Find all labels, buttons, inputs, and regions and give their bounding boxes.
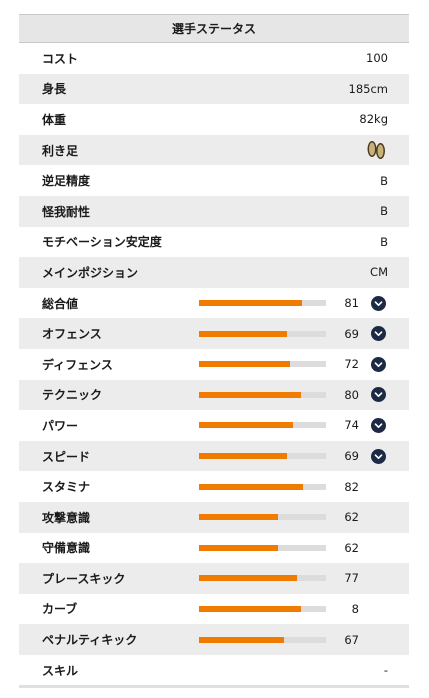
stat-row: カーブ 8 [19, 593, 409, 625]
row-label: モチベーション安定度 [42, 235, 162, 250]
stat-bar [199, 300, 326, 307]
row-value: 185cm [348, 81, 388, 96]
stat-value: 62 [344, 540, 359, 555]
player-status-table: 選手ステータス コスト 100 身長 185cm 体重 82kg 利き足逆足精度 B 怪我耐性 B… [19, 14, 409, 689]
stat-bar-fill [199, 605, 301, 612]
info-row: 体重 82kg [19, 104, 409, 135]
stat-row: スピード 69 [19, 440, 409, 472]
stat-row: 総合値 81 [19, 287, 409, 319]
row-value: B [380, 173, 388, 188]
stat-bar [199, 422, 326, 429]
skill-label: スキル [42, 663, 79, 678]
info-row: 身長 185cm [19, 73, 409, 105]
stat-row: プレースキック 77 [19, 563, 409, 594]
stat-label: スピード [42, 449, 91, 464]
stat-value: 74 [344, 418, 359, 433]
stat-bar [199, 453, 326, 460]
stat-value: 69 [344, 449, 359, 464]
stat-bar [199, 514, 326, 521]
stat-value: 67 [344, 632, 359, 647]
row-value: B [380, 234, 388, 249]
row-label: 逆足精度 [42, 174, 91, 189]
stat-value: 82 [344, 479, 359, 494]
stat-label: テクニック [42, 388, 103, 403]
stat-value: 62 [344, 510, 359, 525]
stat-bar [199, 575, 326, 582]
skill-value: - [383, 663, 388, 678]
stat-value: 81 [344, 296, 359, 311]
stat-row: パワー 74 [19, 410, 409, 441]
row-label: コスト [42, 51, 79, 66]
stat-row: オフェンス 69 [19, 318, 409, 349]
stat-label: ペナルティキック [42, 633, 138, 648]
stat-bar-fill [199, 300, 302, 307]
stat-bar [199, 330, 326, 337]
row-value: 82kg [359, 112, 388, 127]
info-row: コスト 100 [19, 43, 409, 74]
stat-value: 77 [344, 571, 359, 586]
stat-row: ディフェンス 72 [19, 348, 409, 380]
feet-icon [365, 139, 387, 165]
stat-label: プレースキック [42, 571, 126, 586]
stat-label: ディフェンス [42, 357, 113, 372]
row-label: 怪我耐性 [42, 204, 91, 219]
stat-value: 80 [344, 387, 359, 402]
table-bottom-border [19, 685, 409, 689]
stat-label: 守備意識 [42, 541, 91, 556]
stat-row: 攻撃意識 62 [19, 501, 409, 533]
stat-bar-fill [199, 422, 293, 429]
chevron-down-icon[interactable] [371, 417, 386, 433]
info-row: 利き足 [19, 134, 409, 166]
row-value: CM [370, 265, 388, 280]
stat-bar [199, 483, 326, 490]
chevron-down-icon[interactable] [371, 356, 386, 372]
row-label: 利き足 [42, 143, 79, 158]
stat-bar-fill [199, 636, 285, 643]
stat-label: オフェンス [42, 327, 102, 342]
stat-bar-fill [199, 330, 287, 337]
stat-bar [199, 544, 326, 551]
stat-bar [199, 391, 326, 398]
stat-label: 攻撃意識 [42, 510, 91, 525]
stat-bar [199, 605, 326, 612]
row-value: B [380, 204, 388, 219]
skill-row: スキル - [19, 654, 409, 686]
chevron-down-icon[interactable] [371, 326, 386, 342]
stat-label: パワー [42, 418, 79, 433]
info-row: モチベーション安定度 B [19, 226, 409, 258]
chevron-down-icon[interactable] [371, 448, 386, 464]
stat-row: テクニック 80 [19, 379, 409, 411]
stat-bar-fill [199, 544, 278, 551]
status-rows: コスト 100 身長 185cm 体重 82kg 利き足 逆足精度 B 怪我耐性 B モチベーション安… [19, 43, 409, 686]
stat-row: スタミナ 82 [19, 471, 409, 502]
table-title: 選手ステータス [171, 22, 256, 36]
info-row: 逆足精度 B [19, 165, 409, 196]
row-label: 体重 [42, 112, 67, 127]
stat-row: 守備意識 62 [19, 532, 409, 564]
stat-label: カーブ [42, 602, 78, 617]
row-label: 身長 [42, 82, 67, 97]
stat-label: スタミナ [42, 480, 91, 495]
stat-value: 8 [351, 601, 359, 616]
stat-bar-fill [199, 391, 301, 398]
stat-bar [199, 636, 326, 643]
info-row: 怪我耐性 B [19, 195, 409, 227]
chevron-down-icon[interactable] [371, 387, 386, 403]
table-header: 選手ステータス [19, 14, 409, 43]
info-row: メインポジション CM [19, 257, 409, 288]
stat-value: 69 [344, 326, 359, 341]
row-value: 100 [366, 51, 388, 66]
stat-bar-fill [199, 514, 278, 521]
stat-bar-fill [199, 361, 291, 368]
stat-value: 72 [344, 357, 359, 372]
stat-bar [199, 361, 326, 368]
stat-bar-fill [199, 575, 297, 582]
row-label: メインポジション [42, 265, 139, 280]
stat-row: ペナルティキック 67 [19, 624, 409, 655]
chevron-down-icon[interactable] [371, 295, 386, 311]
stat-label: 総合値 [42, 296, 79, 311]
stat-bar-fill [199, 483, 304, 490]
stat-bar-fill [199, 453, 287, 460]
